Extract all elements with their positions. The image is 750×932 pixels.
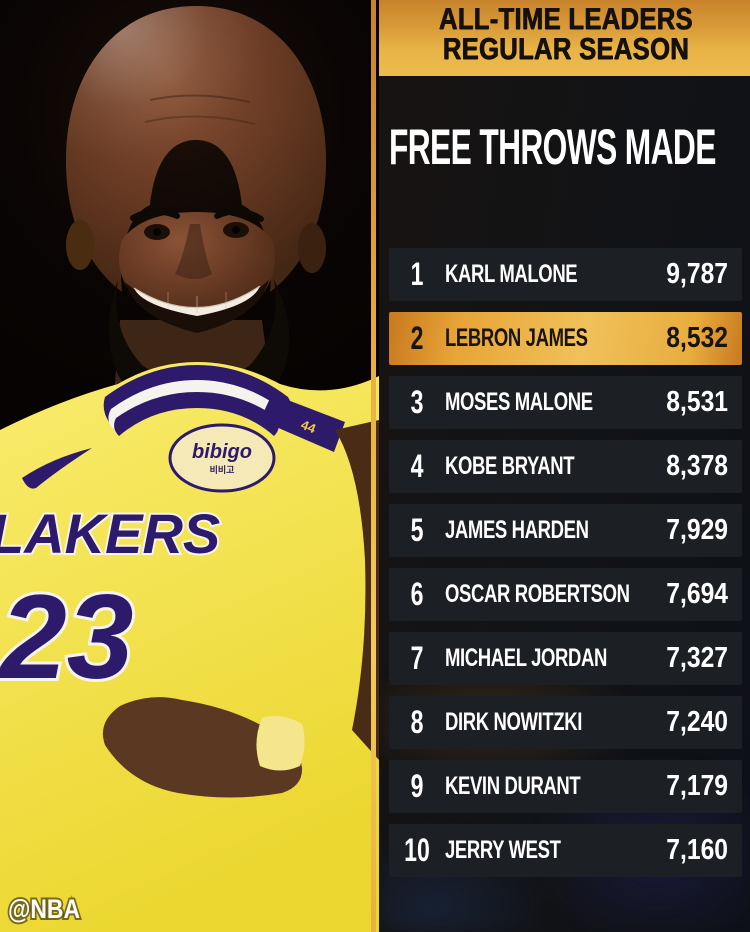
svg-text:@NBA: @NBA <box>8 894 80 924</box>
svg-text:bibigo: bibigo <box>192 441 252 463</box>
svg-text:23: 23 <box>0 570 133 704</box>
svg-text:LAKERS: LAKERS <box>0 502 220 565</box>
svg-text:비비고: 비비고 <box>210 464 235 475</box>
